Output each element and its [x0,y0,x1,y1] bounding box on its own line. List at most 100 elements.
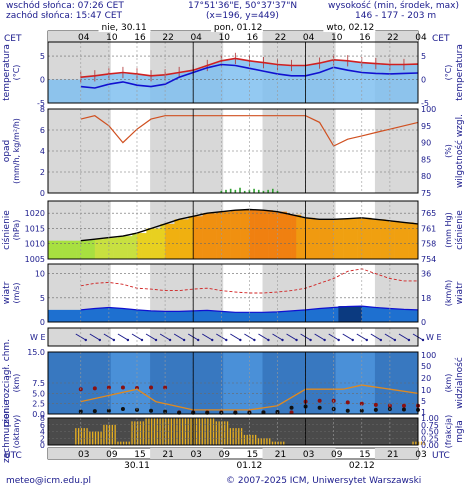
wind-dir-arrow [370,333,382,341]
cloud-cover-bar [122,441,125,445]
pressure-fill-col [211,213,217,259]
precip-right-tick: 95 [421,122,431,131]
pressure-fill-col [127,236,133,259]
pressure-frame [47,200,419,260]
wind-dir-head [239,338,242,342]
pressure-fill-col [343,218,349,259]
cloud-cover-bar [106,424,108,445]
pressure-fill-col [263,210,269,259]
vis-right-tick: 5 [421,397,426,406]
cloud-cover-bar [201,418,203,445]
pressure-fill-col [235,210,241,259]
cloud-cover-bar [139,421,142,445]
pressure-fill-col [165,223,171,259]
wind-left-tick: 5 [40,294,45,303]
pressure-left-tick: 1010 [25,240,45,249]
pressure-right-label: ciśnienie [454,210,465,250]
bottom-hour-tick: 03 [303,450,314,460]
pressure-fill-col [193,216,199,259]
wind-dir-head [309,338,312,342]
pressure-fill-col [258,210,264,259]
pressure-fill-col [314,219,320,259]
vis-left-unit: (km) [12,374,21,393]
wind-dir-head [126,338,130,342]
bottom-axis-night [48,448,111,459]
pressure-fill-col [207,213,213,259]
wind-left-tick: 10 [35,270,45,279]
tz-bottom-left: UTC [4,451,22,461]
pressure-right-tick: 765 [421,209,436,218]
cloud-base-dot [92,409,97,414]
pressure-fill-col [254,209,260,259]
cloud-left-unit: (oktany) [12,415,21,449]
pressure-fill-col [80,240,86,259]
cloud-top-dot [149,385,154,390]
footer-email[interactable]: meteo@icm.edu.pl [6,476,91,486]
top-axis-night [150,31,224,42]
day-label-top-bg [210,22,263,32]
cloud-cover-bar [277,441,279,445]
vis-right-tick: 50 [421,362,431,371]
pressure-fill-col [57,240,63,259]
day-label-top: pon, 01.12 [214,23,262,33]
day-label-bottom: 01.12 [237,461,263,471]
cloud-cover-bar [269,438,271,445]
vis-right-tick: 10 [421,386,431,395]
cloud-cover-bar [134,421,136,445]
wind-dir-arrow [286,333,297,341]
cloud-cover-bar [179,418,181,445]
pressure-fill-col [155,228,161,259]
cloud-base-dot [163,409,168,414]
cloud-cover-bar [423,441,425,445]
wind-dir-head [168,338,172,342]
precip-bar [243,190,246,193]
cloud-cover-bar [198,418,201,445]
cloud-cover-bar [240,428,243,445]
pressure-fill-col [249,209,255,259]
cloud-cover-bar [226,421,229,445]
pressure-left-tick: 1015 [25,224,45,233]
cloud-cover-bar [94,431,97,445]
cloud-cover-bar [153,418,156,445]
cloud-base-dot [120,407,125,412]
pressure-fill-col [268,210,274,259]
pressure-fill-col [305,217,311,259]
cloud-base-dot [289,405,294,410]
cloud-cover-bar [283,441,285,445]
precip-bar [272,188,274,193]
cloud-base-dot [345,408,350,413]
cloud-cover-bar [114,424,116,445]
top-hour-tick: 10 [331,33,343,43]
cloud-left-tick: 2 [40,434,45,443]
cloud-top-dot [289,410,294,415]
top-axis-night [48,31,111,42]
precip-right-unit: (%) [444,144,453,158]
vis-left-label: pion. rozciągł. chm. [2,339,12,427]
wind-dir-head [323,338,326,342]
cloud-right-tick: 0.00 [421,441,439,450]
cloud-cover-bar [210,418,212,445]
precip-bar [248,189,251,193]
cloud-cover-bar [77,428,80,445]
precip-right-label: wilgotność wzgl. [454,114,465,188]
top-hour-tick: 16 [247,33,259,43]
wind-dir-head [295,338,298,342]
top-axis-night [374,31,418,42]
footer-copyright: © 2007-2025 ICM, Uniwersytet Warszawski [226,476,422,486]
pressure-fill-col [394,220,400,259]
cloud-cover-bar [125,441,128,445]
cloud-left-tick: 4 [40,428,45,437]
day-label-bottom: 30.11 [124,461,150,471]
pressure-fill-col [48,240,53,259]
bottom-hour-tick: 09 [331,450,343,460]
wind-dir-head [84,338,87,342]
wind-dir-head [365,338,368,342]
cloud-base-dot [373,407,378,412]
precip-bar [276,190,279,193]
pressure-fill-col [310,217,316,259]
cloud-cover-bar [274,441,276,445]
wind-mean-fill [48,306,418,322]
pressure-fill-col [188,216,194,259]
